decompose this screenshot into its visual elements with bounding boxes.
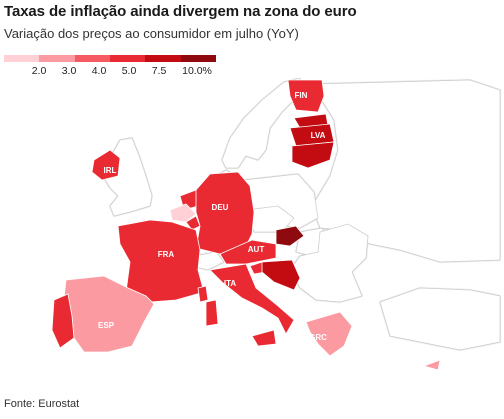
region-aut bbox=[219, 239, 277, 265]
region-prt bbox=[51, 293, 75, 349]
chart-title: Taxas de inflação ainda divergem na zona… bbox=[4, 3, 357, 20]
legend-swatch-2 bbox=[39, 55, 75, 62]
region-sardinia bbox=[205, 299, 219, 327]
region-hrv bbox=[261, 259, 301, 291]
legend-tick-4: 5.0 bbox=[121, 65, 137, 77]
legend-tick-1: 2.0 bbox=[31, 65, 47, 77]
legend-swatch-1 bbox=[4, 55, 40, 62]
region-ita bbox=[209, 263, 295, 335]
label-grc: GRC bbox=[309, 333, 327, 342]
region-svk bbox=[275, 225, 305, 247]
region-bel bbox=[169, 203, 197, 223]
legend-swatch-4 bbox=[109, 55, 146, 62]
label-fin: FIN bbox=[295, 91, 308, 100]
legend-ticks: 2.0 3.0 4.0 5.0 7.5 10.0% bbox=[4, 65, 216, 79]
legend-tick-5: 7.5 bbox=[151, 65, 167, 77]
chart-subtitle: Variação dos preços ao consumidor em jul… bbox=[4, 26, 299, 41]
legend-tick-2: 3.0 bbox=[61, 65, 77, 77]
color-legend: 2.0 3.0 4.0 5.0 7.5 10.0% bbox=[4, 55, 216, 79]
euro-countries bbox=[51, 79, 441, 371]
legend-tick-6: 10.0% bbox=[182, 65, 212, 77]
legend-color-bar bbox=[4, 55, 216, 62]
region-fin bbox=[287, 79, 325, 113]
country-labels: FIN LVA IRL DEU FRA AUT ITA ESP GRC bbox=[98, 91, 327, 342]
source-note: Fonte: Eurostat bbox=[4, 398, 80, 410]
region-ltu bbox=[291, 141, 335, 169]
region-grc bbox=[305, 311, 353, 357]
europe-map: FIN LVA IRL DEU FRA AUT ITA ESP GRC bbox=[51, 78, 501, 371]
label-deu: DEU bbox=[212, 203, 229, 212]
region-deu bbox=[195, 171, 255, 255]
region-cyp bbox=[422, 359, 441, 371]
label-ita: ITA bbox=[224, 279, 237, 288]
legend-tick-3: 4.0 bbox=[91, 65, 107, 77]
legend-swatch-3 bbox=[74, 55, 110, 62]
label-lva: LVA bbox=[311, 131, 326, 140]
label-esp: ESP bbox=[98, 321, 115, 330]
region-sicily bbox=[251, 329, 277, 347]
legend-swatch-6 bbox=[180, 55, 216, 62]
region-corsica bbox=[197, 285, 209, 303]
label-fra: FRA bbox=[158, 250, 175, 259]
label-irl: IRL bbox=[104, 166, 117, 175]
legend-swatch-5 bbox=[145, 55, 181, 62]
label-aut: AUT bbox=[248, 245, 265, 254]
region-irl bbox=[91, 149, 121, 181]
